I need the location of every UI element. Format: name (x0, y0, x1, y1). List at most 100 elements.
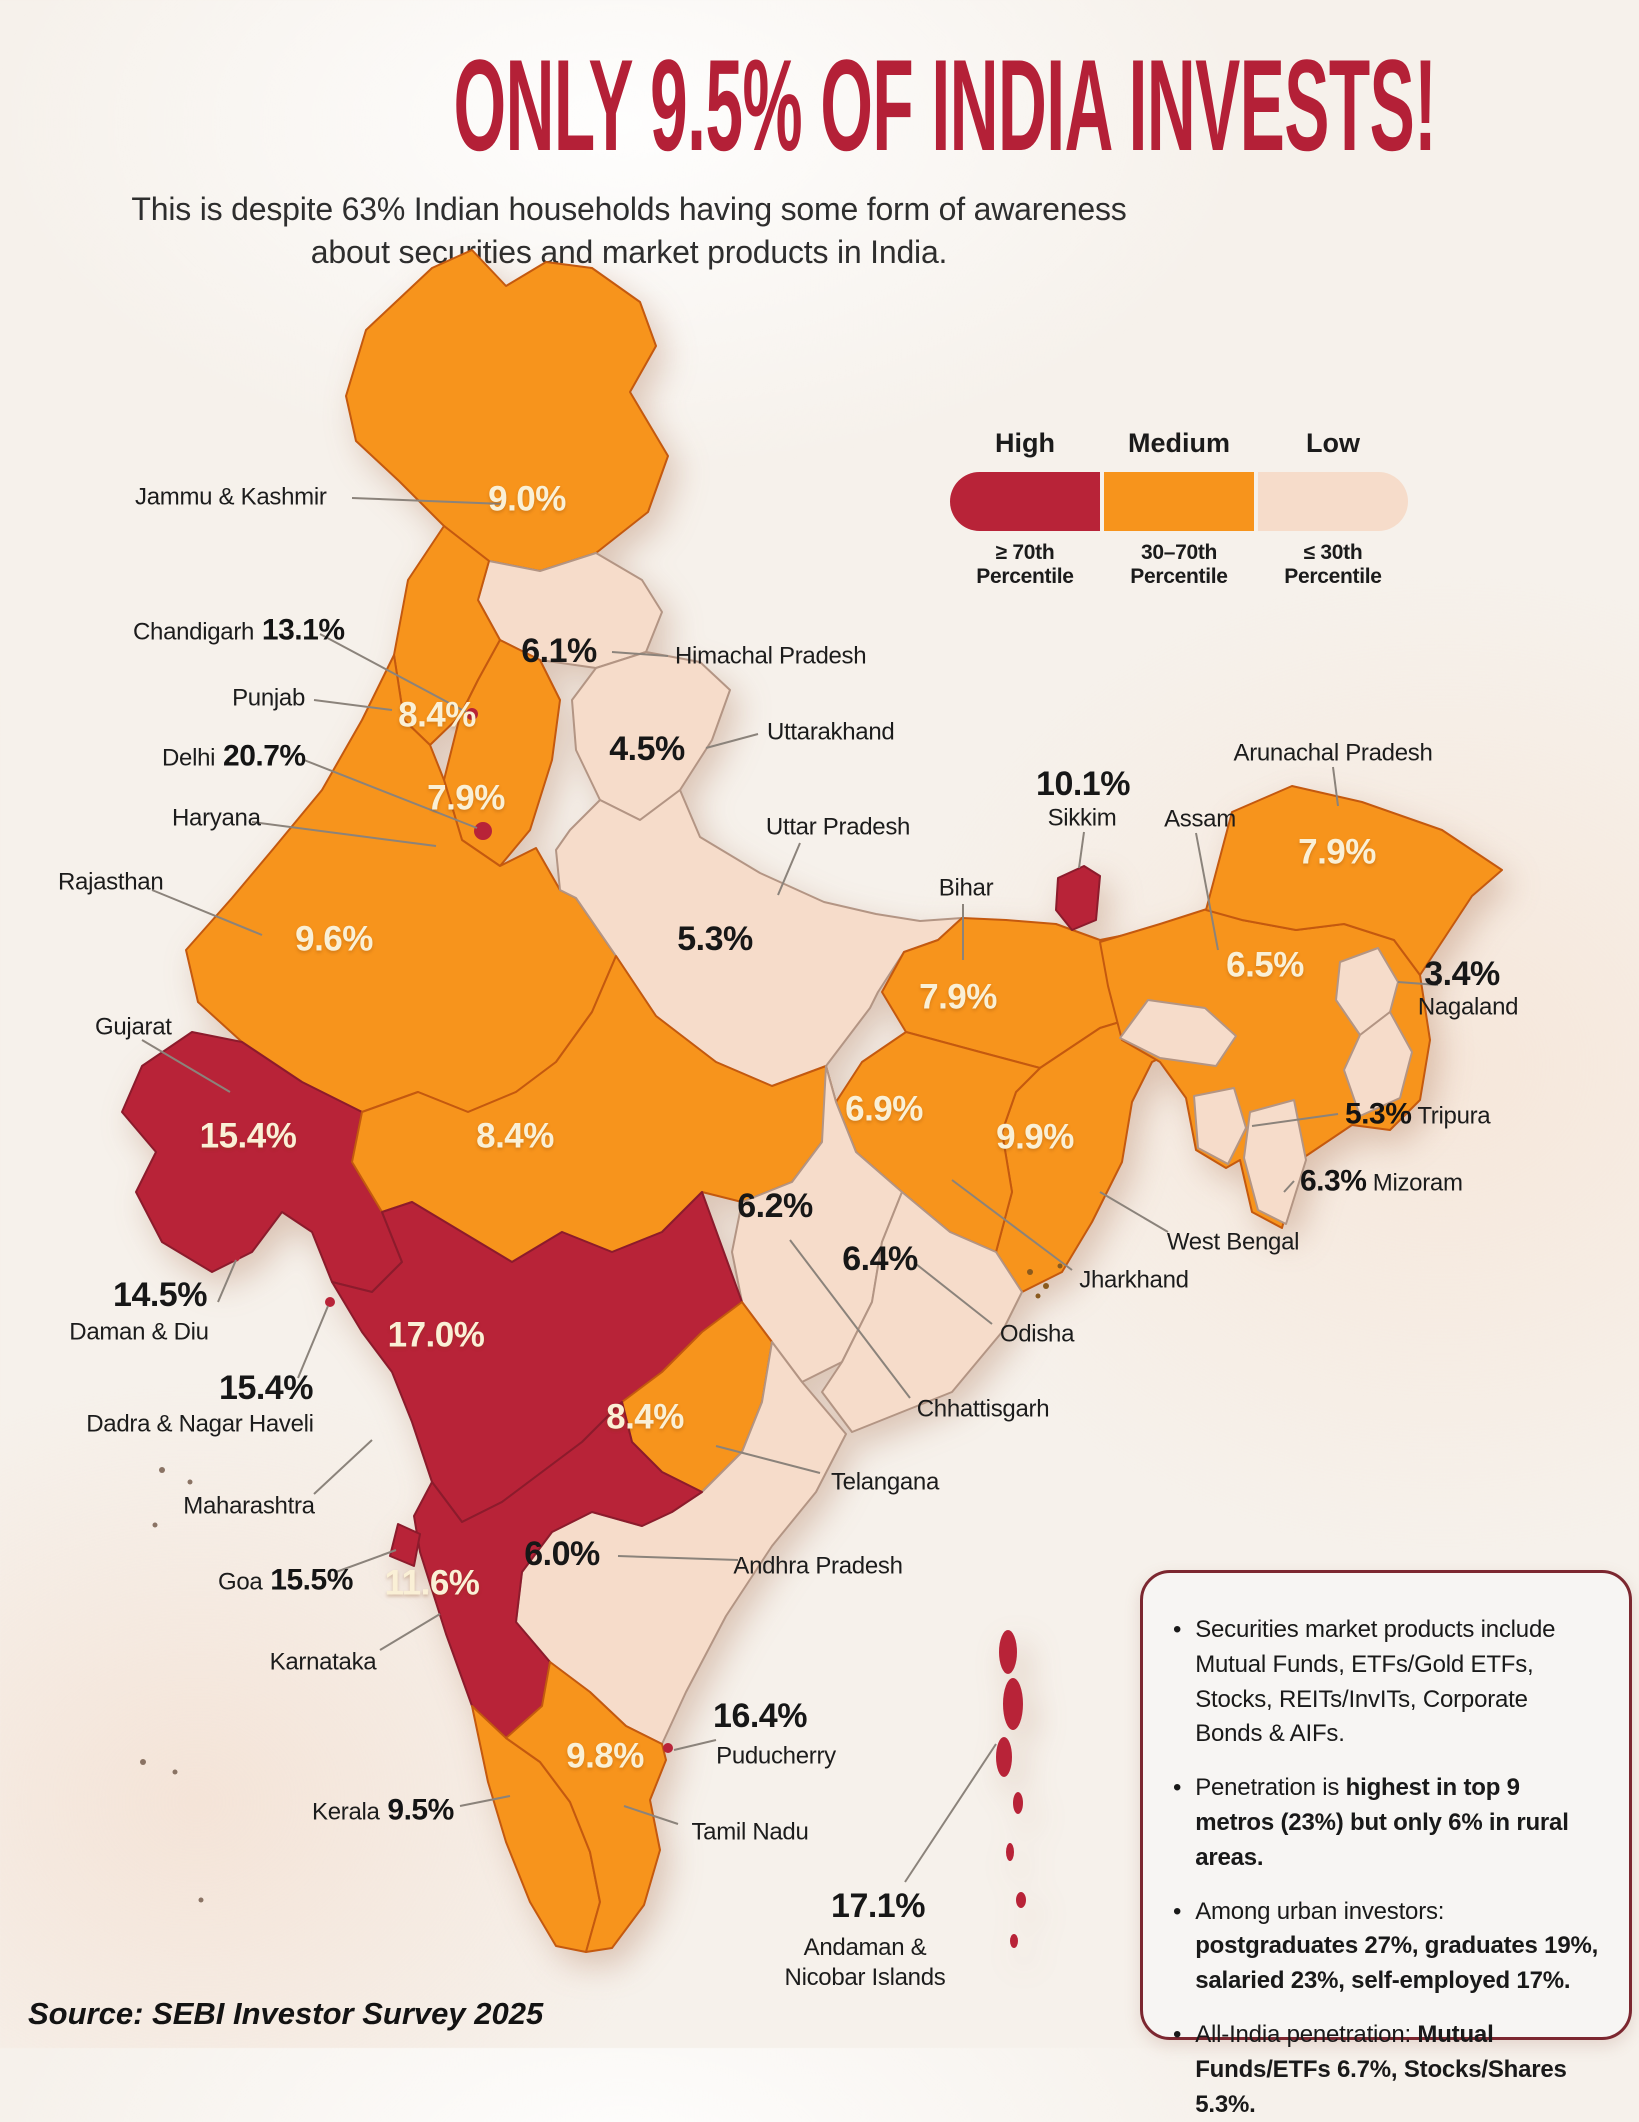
leader-line (1078, 831, 1085, 869)
note-bullet: • Among urban investors: postgraduates 27… (1173, 1895, 1599, 1999)
leader-line (951, 1179, 1073, 1271)
bullet-dot-icon: • (1173, 1897, 1182, 1925)
label-dadra-nagar-haveli-name: Dadra & Nagar Haveli (86, 1410, 314, 1438)
legend-col-low: Low ≤ 30th Percentile (1258, 428, 1408, 589)
marker-dadra-nagar-haveli (325, 1297, 335, 1307)
legend-range-high: ≥ 70th Percentile (976, 541, 1074, 588)
island-speck (172, 1769, 178, 1775)
label-dadra-nagar-haveli-value: 15.4% (219, 1369, 313, 1408)
label-sikkim-name: Sikkim (1047, 804, 1117, 832)
label-telangana-value: 8.4% (606, 1397, 684, 1437)
state-karnataka (413, 1401, 703, 1739)
subtitle-line-1: This is despite 63% Indian households ha… (131, 191, 1127, 227)
leader-line (705, 733, 759, 749)
leader-line (217, 1259, 237, 1303)
percentile-legend: High ≥ 70th Percentile Medium 30–70th Pe… (950, 428, 1412, 589)
legend-swatch-low (1258, 472, 1408, 531)
label-rajasthan-name: Rajasthan (58, 868, 164, 896)
label-nagaland-name: Nagaland (1417, 993, 1519, 1021)
marker-puducherry (663, 1743, 673, 1753)
delta-texture (1057, 1263, 1063, 1269)
legend-range-low: ≤ 30th Percentile (1284, 541, 1382, 588)
notes-list: • Securities market products include Mutu… (1173, 1613, 1599, 2122)
india-choropleth-map (121, 249, 1503, 1953)
leader-line (715, 1445, 821, 1474)
legend-swatch-high (950, 472, 1100, 531)
label-andaman-nicobar-value: 17.1% (831, 1887, 925, 1926)
delta-texture (1035, 1293, 1041, 1299)
label-puducherry-name: Puducherry (716, 1742, 836, 1770)
note-text-regular: Securities market products include Mutua… (1195, 1616, 1556, 1748)
label-tamil-nadu-value: 9.8% (566, 1736, 644, 1776)
leader-line (915, 1263, 993, 1325)
label-goa-name: Goa (218, 1568, 263, 1596)
label-haryana-value: 7.9% (427, 778, 505, 818)
label-bihar-name: Bihar (938, 874, 994, 902)
leader-line (151, 889, 263, 936)
leader-line (1332, 766, 1339, 807)
legend-label-low: Low (1306, 428, 1360, 458)
note-text-regular: Among urban investors: (1195, 1897, 1445, 1925)
label-daman-diu-value: 14.5% (113, 1276, 207, 1315)
label-west-bengal-value: 9.9% (996, 1117, 1074, 1157)
page-title: ONLY 9.5% OF INDIA INVESTS! (453, 32, 1437, 178)
label-daman-diu-name: Daman & Diu (69, 1318, 209, 1346)
delta-texture (1027, 1269, 1033, 1275)
leader-line (313, 1439, 373, 1495)
label-gujarat-name: Gujarat (95, 1013, 172, 1041)
note-text-bold: highest in top 9 metros (23%) but only 6… (1195, 1774, 1569, 1871)
legend-col-high: High ≥ 70th Percentile (950, 428, 1100, 589)
label-chhattisgarh-name: Chhattisgarh (916, 1395, 1050, 1423)
label-arunachal-pradesh-value: 7.9% (1298, 832, 1376, 872)
leader-line (313, 699, 393, 711)
note-text-bold: postgraduates 27%, graduates 19%, salari… (1195, 1932, 1599, 1995)
bullet-dot-icon: • (1173, 2020, 1182, 2048)
leader-line (904, 1743, 997, 1883)
leader-line (251, 821, 437, 847)
marker-chandigarh (466, 708, 478, 720)
islands-andaman-nicobar (1016, 1892, 1026, 1908)
label-chandigarh-value: 13.1% (254, 613, 345, 647)
island-speck (159, 1467, 165, 1473)
label-karnataka-name: Karnataka (269, 1648, 377, 1676)
leader-line (297, 1305, 329, 1379)
label-mizoram-value: 6.3% (1300, 1164, 1367, 1198)
notes-card: • Securities market products include Mutu… (1140, 1570, 1632, 2118)
label-nagaland-value: 3.4% (1424, 955, 1500, 994)
label-goa-value: 15.5% (262, 1563, 353, 1597)
note-bullet: • All-India penetration: Mutual Funds/ETF… (1173, 2018, 1599, 2122)
label-jharkhand-value: 6.9% (845, 1089, 923, 1129)
note-text: All-India penetration: Mutual Funds/ETFs… (1195, 2018, 1599, 2122)
label-tripura-name: Tripura (1411, 1102, 1491, 1130)
bullet-dot-icon: • (1173, 1616, 1182, 1643)
note-bullet: • Securities market products include Mutu… (1173, 1613, 1599, 1752)
label-puducherry-value: 16.4% (713, 1697, 807, 1736)
label-punjab-value: 8.4% (398, 695, 476, 735)
label-assam-value: 6.5% (1226, 945, 1304, 985)
islands-andaman-nicobar (999, 1630, 1017, 1674)
label-assam-name: Assam (1164, 805, 1236, 833)
label-tripura-value: 5.3% (1345, 1097, 1412, 1131)
legend-range-medium: 30–70th Percentile (1130, 541, 1228, 588)
note-text-regular: Penetration is (1195, 1774, 1346, 1802)
island-speck (187, 1479, 193, 1485)
label-andhra-pradesh-name: Andhra Pradesh (733, 1552, 903, 1580)
label-uttarakhand-value: 4.5% (609, 730, 685, 769)
label-andaman-nicobar-name: Andaman & Nicobar Islands (784, 1934, 946, 1991)
label-chhattisgarh-value: 6.2% (737, 1187, 813, 1226)
label-maharashtra-value: 17.0% (387, 1315, 485, 1355)
island-speck (152, 1522, 158, 1528)
state-meghalaya (1119, 999, 1237, 1067)
label-goa-combined: Goa 15.5% (218, 1564, 353, 1596)
note-text: Among urban investors: postgraduates 27%… (1195, 1895, 1599, 1999)
islands-andaman-nicobar (1003, 1678, 1023, 1730)
leader-line (617, 1555, 739, 1561)
leader-line (141, 1039, 231, 1093)
label-punjab-name: Punjab (232, 684, 305, 712)
state-jammu-kashmir (345, 249, 669, 572)
leader-line (379, 1613, 441, 1651)
label-kerala-combined: Kerala 9.5% (312, 1794, 454, 1826)
state-tamil-nadu (505, 1661, 667, 1953)
label-telangana-name: Telangana (830, 1468, 940, 1496)
infographic-canvas: ONLY 9.5% OF INDIA INVESTS! This is desp… (28, 32, 1632, 2118)
